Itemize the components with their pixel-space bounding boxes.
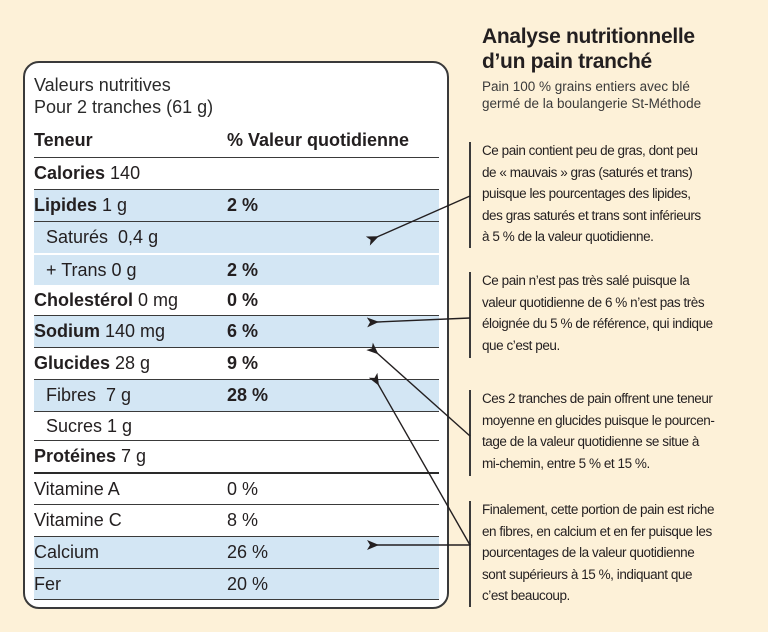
nutrient-name: Vitamine A	[34, 478, 120, 499]
row-glucides: Glucides 28 g 9 %	[34, 347, 439, 379]
row-sucres: Sucres 1 g	[34, 411, 439, 440]
nutrient-name: Vitamine C	[34, 510, 122, 530]
row-trans: + Trans 0 g 2 %	[34, 253, 439, 285]
bracket-note-rich	[469, 501, 471, 607]
note-line: valeur quotidienne de 6 % n’est pas très	[482, 294, 705, 310]
nutrient-name: + Trans	[46, 259, 107, 280]
row-lipides: Lipides 1 g 2 %	[34, 189, 439, 221]
nutrient-amount: 1 g	[102, 415, 133, 436]
note-line: moyenne en glucides puisque le pourcen-	[482, 412, 715, 428]
row-sodium: Sodium 140 mg 6 %	[34, 315, 439, 347]
note-rich: Finalement, cette portion de pain est ri…	[482, 499, 762, 607]
daily-value: 0 %	[227, 478, 259, 499]
row-fibres: Fibres 7 g 28 %	[34, 379, 439, 411]
note-line: tage de la valeur quotidienne se situe à	[482, 434, 699, 449]
note-line: de « mauvais » gras (saturés et trans)	[482, 164, 693, 180]
note-line: Finalement, cette portion de pain est ri…	[482, 502, 715, 517]
nutrient-amount: 0 mg	[133, 289, 179, 310]
note-line: Ce pain contient peu de gras, dont peu	[482, 143, 698, 158]
nutrition-facts-header: Valeurs nutritives Pour 2 tranches (61 g…	[34, 74, 213, 118]
note-line: sont supérieurs à 15 %, indiquant que	[482, 566, 693, 582]
nutrient-name: Cholestérol	[34, 289, 134, 310]
note-line: Ce pain n’est pas très salé puisque la	[482, 273, 690, 288]
nutrient-amount: 140	[105, 163, 141, 183]
nutrient-amount: 28 g	[110, 353, 151, 373]
bracket-note-sodium	[469, 272, 471, 358]
row-vitamine-c: Vitamine C 8 %	[34, 504, 439, 536]
row-calcium: Calcium 26 %	[34, 536, 439, 568]
note-line: puisque les pourcentages des lipides,	[482, 186, 691, 201]
daily-value: 8 %	[227, 510, 259, 530]
nutrient-name: Calories	[34, 163, 106, 183]
nutrient-name: Fer	[34, 573, 61, 594]
note-sodium: Ce pain n’est pas très salé puisque la v…	[482, 270, 762, 356]
daily-value: 9 %	[227, 353, 259, 373]
note-line: à 5 % de la valeur quotidienne.	[482, 229, 654, 244]
nutrient-name: Saturés	[46, 227, 109, 247]
bracket-note-glucides	[469, 390, 471, 476]
nutrient-column-header: Teneur	[34, 130, 93, 150]
daily-value: 20 %	[227, 573, 269, 594]
row-fer: Fer 20 %	[34, 568, 439, 600]
note-line: Ces 2 tranches de pain offrent une teneu…	[482, 391, 713, 406]
analysis-title-line2: d’un pain tranché	[482, 50, 652, 73]
note-line: des gras saturés et trans sont inférieur…	[482, 207, 701, 223]
nutrient-name: Lipides	[34, 195, 98, 215]
note-line: mi-chemin, entre 5 % et 15 %.	[482, 455, 650, 471]
note-line: c’est beaucoup.	[482, 588, 570, 603]
note-line: pourcentages de la valeur quotidienne	[482, 545, 695, 560]
analysis-subtitle-line2: germé de la boulangerie St-Méthode	[482, 96, 702, 111]
nutrient-rows: Calories 140 Lipides 1 g 2 % Saturés 0,4…	[34, 157, 439, 600]
note-line: en fibres, en calcium et en fer puisque …	[482, 523, 712, 539]
row-satures: Saturés 0,4 g	[34, 221, 439, 253]
daily-value-column-header: % Valeur quotidienne	[227, 130, 410, 150]
daily-value: 0 %	[227, 289, 259, 310]
row-cholesterol: Cholestérol 0 mg 0 %	[34, 285, 439, 315]
daily-value: 6 %	[227, 321, 259, 341]
nutrient-amount: 0 g	[106, 259, 137, 280]
row-vitamine-a: Vitamine A 0 %	[34, 472, 439, 504]
analysis-title: Analyse nutritionnelle d’un pain tranché	[482, 24, 695, 74]
row-calories: Calories 140	[34, 157, 439, 189]
note-glucides: Ces 2 tranches de pain offrent une teneu…	[482, 388, 762, 474]
analysis-subtitle-line1: Pain 100 % grains entiers avec blé	[482, 79, 690, 94]
daily-value: 26 %	[227, 542, 269, 562]
daily-value: 2 %	[227, 259, 259, 280]
nutrient-amount: 7 g	[116, 446, 147, 466]
row-proteines: Protéines 7 g	[34, 440, 439, 472]
nutrient-name: Fibres	[46, 385, 97, 405]
column-headers: Teneur % Valeur quotidienne	[34, 130, 439, 151]
analysis-title-line1: Analyse nutritionnelle	[482, 25, 695, 48]
nutrient-name: Sodium	[34, 321, 100, 341]
nutrient-amount: 0,4 g	[108, 227, 159, 247]
note-fat: Ce pain contient peu de gras, dont peu d…	[482, 140, 762, 248]
analysis-subtitle: Pain 100 % grains entiers avec blé germé…	[482, 78, 701, 112]
note-line: éloignée du 5 % de référence, qui indiqu…	[482, 316, 713, 331]
nutrient-name: Protéines	[34, 446, 117, 466]
label-title: Valeurs nutritives	[34, 75, 171, 95]
bracket-note-fat	[469, 142, 471, 248]
nutrient-name: Calcium	[34, 542, 100, 562]
nutrient-amount: 140 mg	[100, 321, 166, 341]
nutrient-name: Sucres	[46, 415, 103, 436]
nutrient-name: Glucides	[34, 353, 111, 373]
nutrient-amount: 1 g	[97, 195, 128, 215]
daily-value: 28 %	[227, 385, 269, 405]
daily-value: 2 %	[227, 195, 259, 215]
serving-size: Pour 2 tranches (61 g)	[34, 97, 214, 117]
nutrient-amount: 7 g	[96, 385, 132, 405]
note-line: que c’est peu.	[482, 337, 560, 353]
